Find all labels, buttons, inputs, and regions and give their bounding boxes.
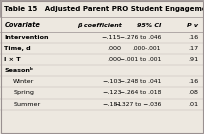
Text: .16: .16 [188,35,198,40]
Text: .16: .16 [188,79,198,84]
Text: 95% CI: 95% CI [137,23,161,28]
Text: .08: .08 [188,90,198,95]
Text: .000-.001: .000-.001 [133,46,161,51]
Text: Time, d: Time, d [4,46,31,51]
Text: I × T: I × T [4,57,21,62]
Text: .000: .000 [107,46,121,51]
Text: −.115: −.115 [102,35,121,40]
Text: Covariate: Covariate [4,22,40,28]
Text: Table 15   Adjusted Parent PRO Student Engagement Score: Table 15 Adjusted Parent PRO Student Eng… [4,6,204,12]
Text: −.327 to −.036: −.327 to −.036 [115,102,161,107]
Text: −.276 to .046: −.276 to .046 [120,35,161,40]
Text: Seasonᵇ: Seasonᵇ [4,68,33,73]
Text: β coefficient: β coefficient [77,23,121,28]
Text: .17: .17 [188,46,198,51]
Text: Winter: Winter [13,79,35,84]
Text: Spring: Spring [13,90,34,95]
Text: −.181: −.181 [102,102,121,107]
Text: −.103: −.103 [102,79,121,84]
Text: .91: .91 [188,57,198,62]
Text: −.264 to .018: −.264 to .018 [120,90,161,95]
Text: Summer: Summer [13,102,41,107]
Text: −.248 to .041: −.248 to .041 [120,79,161,84]
Text: .01: .01 [188,102,198,107]
Text: Intervention: Intervention [4,35,49,40]
Text: −.001 to .001: −.001 to .001 [120,57,161,62]
Text: −.123: −.123 [102,90,121,95]
Text: .000: .000 [107,57,121,62]
Text: P v: P v [187,23,198,28]
